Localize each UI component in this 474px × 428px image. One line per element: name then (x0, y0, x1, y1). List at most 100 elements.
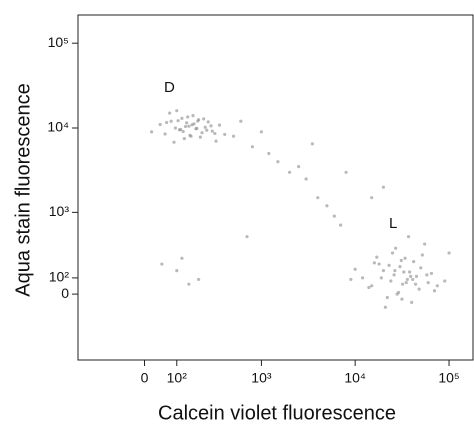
point (183, 124, 188, 129)
point (179, 127, 183, 132)
point (432, 289, 437, 293)
point (414, 274, 419, 278)
point (210, 129, 214, 133)
point (160, 262, 164, 266)
point (372, 261, 376, 265)
point (173, 126, 178, 130)
point (190, 123, 194, 127)
point (398, 264, 402, 269)
point (187, 124, 191, 128)
point (332, 214, 336, 218)
point (404, 280, 408, 285)
point (360, 276, 365, 280)
point (383, 305, 388, 309)
point (393, 269, 397, 273)
point (394, 246, 398, 250)
annotation: L (389, 215, 397, 232)
point (188, 133, 192, 137)
y-tick-label: 10⁵ (48, 34, 69, 50)
plot-frame (77, 14, 474, 361)
point (165, 120, 169, 125)
point (202, 117, 206, 121)
point (200, 131, 204, 135)
point (385, 295, 389, 300)
point (389, 279, 393, 283)
y-tick-label: 0 (61, 285, 69, 301)
point (400, 297, 404, 301)
point (406, 235, 411, 239)
point (198, 135, 202, 139)
point (182, 136, 186, 141)
point (287, 170, 292, 174)
point (304, 177, 308, 181)
point (381, 269, 386, 273)
point (181, 129, 185, 134)
point (412, 260, 416, 264)
point (410, 300, 414, 304)
point (349, 277, 353, 282)
point (191, 114, 195, 118)
point (196, 119, 200, 123)
point (403, 256, 407, 260)
point (206, 120, 210, 124)
point (379, 276, 383, 280)
point (325, 204, 329, 208)
point (175, 109, 179, 113)
point (381, 185, 386, 189)
point (185, 121, 189, 125)
point (172, 140, 176, 144)
point (297, 165, 301, 169)
x-axis-title: Calcein violet fluorescence (158, 402, 396, 424)
point (409, 274, 413, 278)
point (375, 255, 379, 259)
point (339, 223, 343, 227)
point (435, 284, 439, 288)
point (259, 130, 264, 134)
point (158, 122, 162, 127)
point (370, 284, 374, 288)
point (413, 282, 418, 286)
point (370, 196, 374, 200)
point (245, 235, 249, 239)
point (367, 285, 371, 290)
x-tick-label: 10² (167, 370, 188, 386)
point (267, 151, 271, 156)
point (168, 111, 172, 115)
point (217, 123, 222, 127)
y-axis-title: Aqua stain fluorescence (12, 83, 34, 296)
point (276, 160, 280, 164)
point (402, 270, 406, 274)
point (387, 263, 391, 267)
point (197, 277, 201, 282)
point (187, 282, 191, 286)
point (377, 262, 381, 266)
point (425, 273, 429, 277)
point (214, 139, 218, 143)
point (209, 124, 213, 128)
point (447, 251, 451, 255)
point (186, 115, 190, 119)
point (316, 196, 320, 200)
point (411, 277, 415, 282)
point (399, 258, 403, 263)
point (396, 290, 401, 295)
x-tick-label: 10³ (251, 370, 272, 386)
point (429, 271, 434, 276)
x-tick-label: 0 (141, 370, 149, 386)
point (426, 280, 430, 285)
point (390, 251, 395, 255)
point (203, 125, 207, 129)
point (195, 126, 199, 130)
point (250, 145, 254, 149)
point (443, 279, 447, 283)
x-tick-label: 10⁴ (344, 370, 366, 386)
point (150, 130, 154, 134)
point (310, 142, 314, 146)
point (176, 119, 180, 123)
point (180, 116, 184, 120)
annotation: D (164, 79, 175, 96)
point (344, 170, 348, 174)
point (163, 132, 167, 136)
